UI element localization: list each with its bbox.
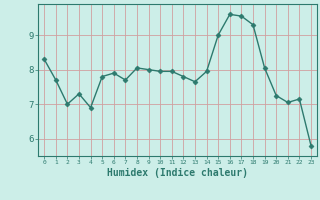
X-axis label: Humidex (Indice chaleur): Humidex (Indice chaleur) — [107, 168, 248, 178]
